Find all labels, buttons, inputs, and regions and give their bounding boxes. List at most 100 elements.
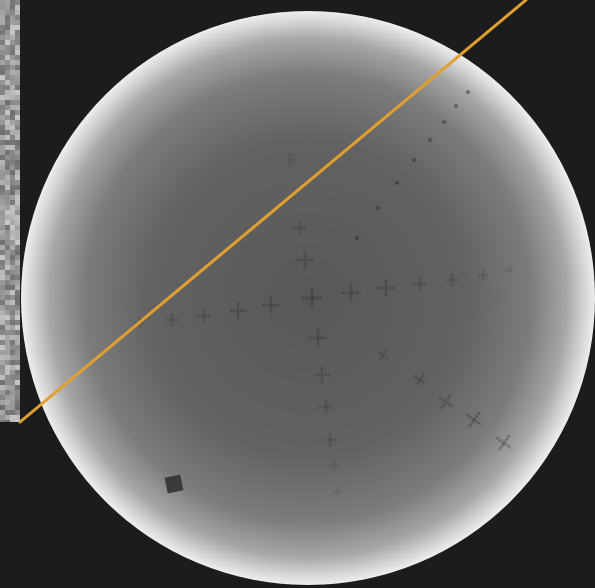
noise-tile bbox=[15, 400, 20, 405]
noise-tile bbox=[10, 235, 15, 240]
noise-tile bbox=[10, 355, 15, 360]
noise-tile bbox=[0, 150, 5, 155]
noise-tile bbox=[0, 245, 5, 250]
noise-tile bbox=[0, 315, 5, 320]
noise-tile bbox=[15, 15, 20, 20]
noise-tile bbox=[10, 170, 15, 175]
noise-tile bbox=[5, 35, 10, 40]
noise-tile bbox=[15, 155, 20, 160]
dot-marker bbox=[466, 90, 470, 94]
noise-tile bbox=[10, 410, 15, 415]
cross-marker bbox=[496, 435, 512, 451]
noise-tile bbox=[5, 320, 10, 325]
noise-tile bbox=[15, 355, 20, 360]
noise-tile bbox=[5, 160, 10, 165]
noise-tile bbox=[0, 10, 5, 15]
noise-tile bbox=[0, 115, 5, 120]
noise-tile bbox=[10, 70, 15, 75]
noise-tile bbox=[5, 215, 10, 220]
noise-tile bbox=[0, 100, 5, 105]
cross-marker bbox=[478, 270, 488, 280]
noise-tile bbox=[10, 270, 15, 275]
cross-marker bbox=[413, 277, 427, 291]
noise-tile bbox=[10, 190, 15, 195]
noise-tile bbox=[15, 80, 20, 85]
detector-noise-strip bbox=[0, 0, 20, 422]
noise-tile bbox=[0, 185, 5, 190]
noise-tile bbox=[5, 375, 10, 380]
noise-tile bbox=[0, 110, 5, 115]
noise-tile bbox=[10, 40, 15, 45]
noise-tile bbox=[0, 155, 5, 160]
noise-tile bbox=[10, 125, 15, 130]
noise-tile bbox=[0, 125, 5, 130]
noise-tile bbox=[10, 195, 15, 200]
noise-tile bbox=[15, 305, 20, 310]
noise-tile bbox=[10, 100, 15, 105]
noise-tile bbox=[5, 145, 10, 150]
noise-tile bbox=[10, 250, 15, 255]
noise-tile bbox=[15, 130, 20, 135]
noise-tile bbox=[5, 240, 10, 245]
noise-tile bbox=[10, 35, 15, 40]
noise-tile bbox=[5, 200, 10, 205]
noise-tile bbox=[0, 220, 5, 225]
noise-tile bbox=[5, 315, 10, 320]
noise-tile bbox=[0, 80, 5, 85]
noise-tile bbox=[10, 315, 15, 320]
noise-tile bbox=[5, 250, 10, 255]
dot-marker bbox=[428, 138, 432, 142]
noise-tile bbox=[0, 40, 5, 45]
noise-tile bbox=[10, 55, 15, 60]
noise-tile bbox=[10, 295, 15, 300]
noise-tile bbox=[0, 305, 5, 310]
noise-tile bbox=[0, 280, 5, 285]
noise-tile bbox=[15, 380, 20, 385]
noise-tile bbox=[15, 160, 20, 165]
noise-tile bbox=[10, 205, 15, 210]
noise-tile bbox=[0, 180, 5, 185]
overlay-line[interactable] bbox=[18, 0, 528, 424]
noise-tile bbox=[5, 270, 10, 275]
noise-tile bbox=[5, 355, 10, 360]
noise-tile bbox=[10, 310, 15, 315]
noise-tile bbox=[0, 380, 5, 385]
noise-tile bbox=[15, 365, 20, 370]
noise-tile bbox=[0, 5, 5, 10]
noise-tile bbox=[5, 405, 10, 410]
noise-tile bbox=[5, 255, 10, 260]
noise-tile bbox=[10, 275, 15, 280]
noise-tile bbox=[10, 230, 15, 235]
noise-tile bbox=[10, 320, 15, 325]
noise-tile bbox=[10, 10, 15, 15]
noise-tile bbox=[0, 285, 5, 290]
noise-tile bbox=[15, 140, 20, 145]
noise-tile bbox=[0, 30, 5, 35]
noise-tile bbox=[5, 110, 10, 115]
noise-tile bbox=[5, 360, 10, 365]
noise-tile bbox=[5, 55, 10, 60]
noise-tile bbox=[15, 225, 20, 230]
noise-tile bbox=[10, 375, 15, 380]
noise-tile bbox=[5, 205, 10, 210]
noise-tile bbox=[15, 25, 20, 30]
noise-tile bbox=[10, 380, 15, 385]
noise-tile bbox=[15, 255, 20, 260]
noise-tile bbox=[5, 125, 10, 130]
noise-tile bbox=[0, 195, 5, 200]
noise-tile bbox=[10, 50, 15, 55]
noise-tile bbox=[5, 285, 10, 290]
noise-tile bbox=[0, 25, 5, 30]
noise-tile bbox=[0, 270, 5, 275]
noise-tile bbox=[10, 215, 15, 220]
noise-tile bbox=[10, 300, 15, 305]
noise-tile bbox=[5, 310, 10, 315]
noise-tile bbox=[0, 55, 5, 60]
noise-tile bbox=[5, 90, 10, 95]
noise-tile bbox=[5, 165, 10, 170]
noise-tile bbox=[0, 330, 5, 335]
noise-tile bbox=[10, 390, 15, 395]
noise-tile bbox=[10, 30, 15, 35]
noise-tile bbox=[15, 300, 20, 305]
